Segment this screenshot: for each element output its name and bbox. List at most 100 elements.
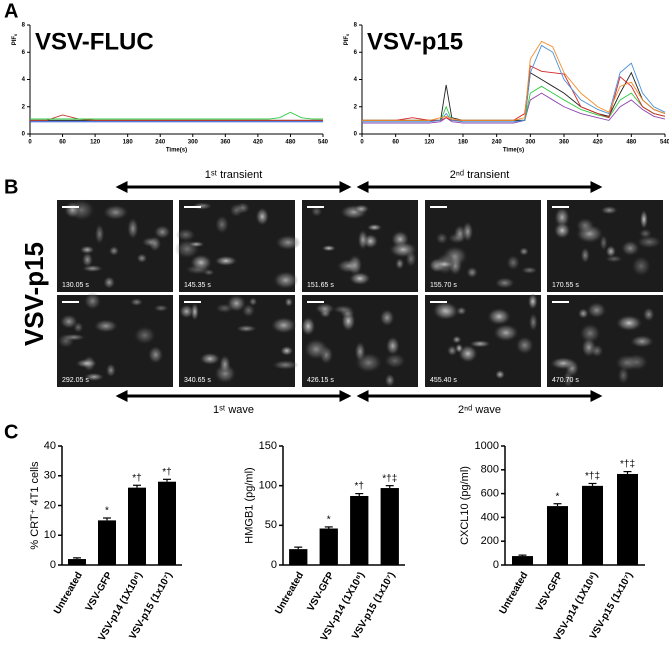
significance-mark: *† (132, 473, 141, 484)
significance-mark: *† (355, 481, 364, 492)
y-tick-label: 0 (22, 132, 26, 138)
bar (319, 528, 338, 565)
y-axis-label-sub: 0 (345, 33, 350, 36)
timestamp: 426.15 s (307, 377, 334, 384)
x-tick-label: 240 (492, 140, 503, 146)
series-line (362, 44, 666, 123)
x-tick-label: Untreated (498, 570, 531, 616)
cell (466, 266, 478, 279)
cell (272, 360, 299, 370)
x-tick-label: 420 (593, 140, 604, 146)
cell (446, 345, 458, 357)
cell (175, 228, 196, 242)
cell (506, 254, 520, 271)
cell (79, 245, 95, 254)
significance-mark: * (105, 506, 109, 517)
y-axis-label: PIF0 (344, 33, 350, 45)
x-tick-label: 480 (285, 140, 296, 146)
panel-label: C (4, 421, 18, 443)
bar (547, 506, 568, 565)
y-tick-label: 0 (354, 132, 358, 138)
cell (321, 245, 336, 252)
cell (236, 324, 257, 333)
significance-mark: *† (162, 467, 171, 478)
cell (528, 312, 538, 332)
cell (553, 222, 571, 239)
cell (550, 357, 577, 370)
cell (75, 358, 98, 369)
cell (395, 257, 405, 270)
y-tick-label: 6 (22, 50, 26, 56)
y-axis-label: HMGB1 (pg/ml) (243, 467, 255, 543)
cell (273, 271, 299, 290)
cell (280, 345, 294, 356)
cell (303, 338, 329, 360)
cell (188, 241, 205, 248)
series-line (30, 111, 323, 120)
x-tick-label: VSV-GFP (305, 570, 336, 613)
timestamp: 340.65 s (184, 377, 211, 384)
y-tick-label: 150 (259, 440, 277, 452)
timestamp: 130.05 s (62, 282, 89, 289)
cell (190, 302, 199, 321)
cell (435, 232, 449, 245)
cell (494, 277, 515, 289)
y-tick-label: 100 (259, 480, 277, 492)
cell (579, 323, 601, 344)
y-axis-label: CXCL10 (pg/ml) (459, 466, 471, 545)
cell (57, 333, 75, 349)
cell (615, 354, 639, 372)
cell (84, 372, 105, 382)
x-tick-label: VSV-GFP (84, 570, 115, 613)
cell (59, 314, 78, 329)
microscopy-image (425, 200, 541, 292)
cell (366, 223, 383, 232)
cell (136, 253, 148, 264)
bar (128, 487, 146, 565)
cell (519, 247, 529, 256)
x-tick-label: 60 (59, 140, 66, 146)
x-axis-label: Time(s) (503, 148, 524, 154)
cell (102, 204, 129, 220)
y-tick-label: 6 (354, 50, 358, 56)
x-tick-label: 540 (660, 140, 669, 146)
cell (357, 229, 369, 250)
timestamp: 455.40 s (430, 377, 457, 384)
cell (190, 254, 213, 271)
x-tick-label: Untreated (52, 570, 85, 616)
cell (141, 236, 159, 248)
arrow-label: 1ˢᵗ wave (213, 404, 254, 416)
cell (199, 352, 221, 365)
cell (385, 336, 400, 356)
cell (379, 309, 395, 327)
x-tick-label: 300 (525, 140, 536, 146)
y-tick-label: 2 (22, 104, 26, 110)
series-line (362, 85, 666, 121)
cell (105, 363, 116, 378)
bar (98, 520, 116, 565)
cell (462, 221, 474, 243)
cell (84, 292, 102, 310)
cell (630, 335, 655, 348)
bar (582, 485, 603, 565)
cell (148, 345, 164, 364)
cell (133, 326, 156, 345)
x-tick-label: VSV-GFP (534, 570, 565, 613)
y-axis-label: % CRT⁺ 4T1 cells (29, 461, 41, 550)
y-tick-label: 10 (44, 529, 56, 541)
x-tick-label: 120 (90, 140, 101, 146)
cell (275, 234, 301, 251)
x-tick-label: 480 (626, 140, 637, 146)
cell (487, 307, 511, 326)
cell (248, 297, 258, 307)
y-tick-label: 0 (271, 559, 277, 571)
cell (642, 307, 655, 322)
y-tick-label: 0 (493, 559, 499, 571)
cell (405, 250, 417, 268)
cell (638, 228, 652, 239)
timestamp: 145.35 s (184, 282, 211, 289)
cell (590, 344, 604, 358)
bar (512, 556, 533, 565)
cell (639, 209, 648, 230)
